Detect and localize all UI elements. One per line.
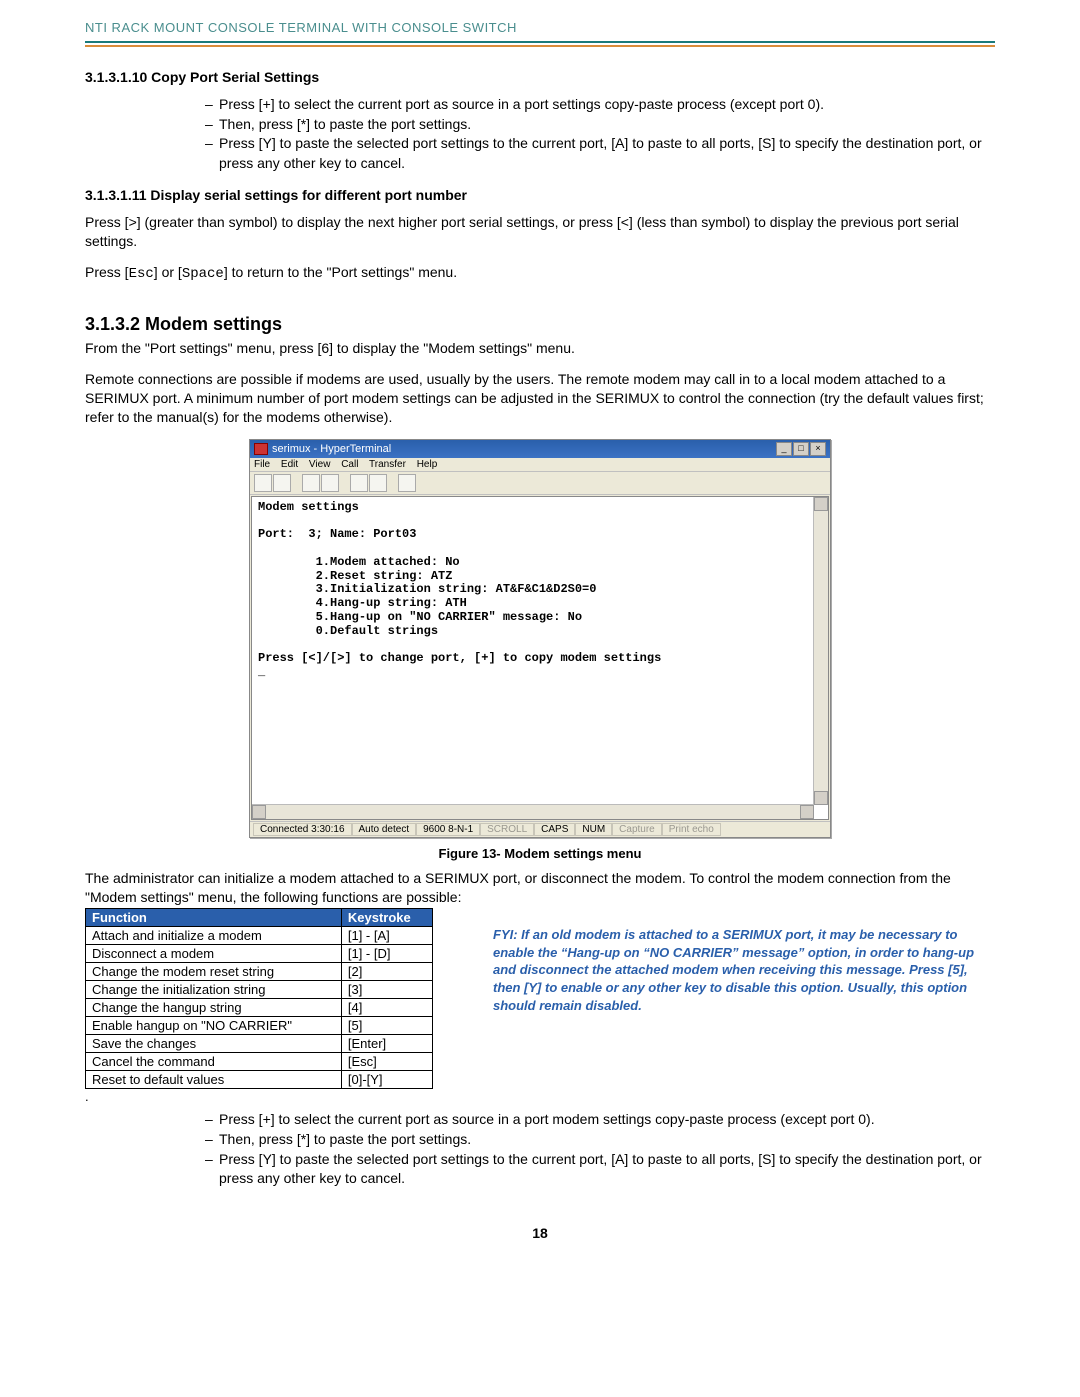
terminal-content: Modem settings Port: 3; Name: Port03 1.M… [252, 497, 814, 805]
menu-transfer[interactable]: Transfer [369, 459, 406, 470]
cell: [5] [341, 1017, 432, 1035]
maximize-button[interactable]: □ [793, 442, 809, 456]
status-echo: Print echo [662, 823, 721, 836]
table-row: Change the modem reset string[2] [86, 963, 433, 981]
page-number: 18 [85, 1225, 995, 1241]
minimize-button[interactable]: _ [776, 442, 792, 456]
section-copy-title: 3.1.3.1.10 Copy Port Serial Settings [85, 69, 995, 85]
paragraph: From the "Port settings" menu, press [6]… [85, 339, 995, 358]
table-row: Attach and initialize a modem[1] - [A] [86, 927, 433, 945]
menu-file[interactable]: File [254, 459, 270, 470]
cell: Change the modem reset string [86, 963, 342, 981]
status-connected: Connected 3:30:16 [253, 823, 352, 836]
scrollbar-horizontal[interactable] [252, 804, 814, 819]
table-row: Change the hangup string[4] [86, 999, 433, 1017]
table-header-row: Function Keystroke [86, 909, 433, 927]
paragraph: Remote connections are possible if modem… [85, 370, 995, 427]
list-item: Then, press [*] to paste the port settin… [205, 1130, 995, 1150]
cell: [Enter] [341, 1035, 432, 1053]
status-baud: 9600 8-N-1 [416, 823, 480, 836]
cell: [1] - [D] [341, 945, 432, 963]
col-function: Function [86, 909, 342, 927]
copy2-list: Press [+] to select the current port as … [85, 1110, 995, 1188]
status-detect: Auto detect [352, 823, 417, 836]
toolbar-icon[interactable] [398, 474, 416, 492]
paragraph: Press [Esc] or [Space] to return to the … [85, 263, 995, 284]
status-capture: Capture [612, 823, 662, 836]
key-space: Space [182, 266, 224, 282]
table-row: Reset to default values[0]-[Y] [86, 1071, 433, 1089]
cell: Change the hangup string [86, 999, 342, 1017]
rule-orange [85, 45, 995, 47]
hyperterminal-window: serimux - HyperTerminal _□× File Edit Vi… [249, 439, 831, 838]
cell: [4] [341, 999, 432, 1017]
text: ] or [ [154, 264, 182, 280]
cell: [2] [341, 963, 432, 981]
dot: . [85, 1089, 995, 1104]
toolbar-icon[interactable] [302, 474, 320, 492]
cell: Enable hangup on "NO CARRIER" [86, 1017, 342, 1035]
window-controls: _□× [775, 442, 826, 456]
section-display-title: 3.1.3.1.11 Display serial settings for d… [85, 187, 995, 203]
table-row: Cancel the command[Esc] [86, 1053, 433, 1071]
window-title: serimux - HyperTerminal [272, 443, 391, 455]
menu-call[interactable]: Call [341, 459, 358, 470]
cell: Save the changes [86, 1035, 342, 1053]
toolbar [250, 472, 830, 495]
cell: Change the initialization string [86, 981, 342, 999]
toolbar-icon[interactable] [350, 474, 368, 492]
cell: [Esc] [341, 1053, 432, 1071]
cell: Reset to default values [86, 1071, 342, 1089]
function-table: Function Keystroke Attach and initialize… [85, 908, 433, 1089]
paragraph: Press [>] (greater than symbol) to displ… [85, 213, 995, 251]
paragraph: The administrator can initialize a modem… [85, 869, 995, 907]
app-icon [254, 443, 268, 455]
text: ] to return to the "Port settings" menu. [224, 264, 457, 280]
cell: Cancel the command [86, 1053, 342, 1071]
table-row: Save the changes[Enter] [86, 1035, 433, 1053]
list-item: Press [+] to select the current port as … [205, 1110, 995, 1130]
list-item: Press [Y] to paste the selected port set… [205, 134, 995, 173]
cell: [3] [341, 981, 432, 999]
list-item: Press [+] to select the current port as … [205, 95, 995, 115]
close-button[interactable]: × [810, 442, 826, 456]
menu-help[interactable]: Help [417, 459, 438, 470]
text: Press [ [85, 264, 129, 280]
status-bar: Connected 3:30:16 Auto detect 9600 8-N-1… [250, 821, 830, 837]
status-scroll: SCROLL [480, 823, 534, 836]
col-keystroke: Keystroke [341, 909, 432, 927]
fyi-note: FYI: If an old modem is attached to a SE… [493, 908, 995, 1014]
status-num: NUM [575, 823, 612, 836]
table-row: Enable hangup on "NO CARRIER"[5] [86, 1017, 433, 1035]
window-titlebar: serimux - HyperTerminal _□× [250, 440, 830, 458]
cell: [0]-[Y] [341, 1071, 432, 1089]
rule-teal [85, 41, 995, 43]
status-caps: CAPS [534, 823, 575, 836]
table-row: Disconnect a modem[1] - [D] [86, 945, 433, 963]
copy-list: Press [+] to select the current port as … [85, 95, 995, 173]
toolbar-icon[interactable] [273, 474, 291, 492]
menu-view[interactable]: View [309, 459, 331, 470]
terminal-frame: Modem settings Port: 3; Name: Port03 1.M… [251, 496, 829, 820]
toolbar-icon[interactable] [369, 474, 387, 492]
toolbar-icon[interactable] [254, 474, 272, 492]
menu-bar: File Edit View Call Transfer Help [250, 458, 830, 472]
list-item: Then, press [*] to paste the port settin… [205, 115, 995, 135]
key-esc: Esc [129, 266, 154, 282]
section-modem-title: 3.1.3.2 Modem settings [85, 314, 995, 335]
list-item: Press [Y] to paste the selected port set… [205, 1150, 995, 1189]
page-header: NTI RACK MOUNT CONSOLE TERMINAL WITH CON… [85, 20, 995, 41]
table-row: Change the initialization string[3] [86, 981, 433, 999]
menu-edit[interactable]: Edit [281, 459, 298, 470]
figure-caption: Figure 13- Modem settings menu [85, 846, 995, 861]
scrollbar-vertical[interactable] [813, 497, 828, 805]
cell: Attach and initialize a modem [86, 927, 342, 945]
cell: Disconnect a modem [86, 945, 342, 963]
cell: [1] - [A] [341, 927, 432, 945]
toolbar-icon[interactable] [321, 474, 339, 492]
